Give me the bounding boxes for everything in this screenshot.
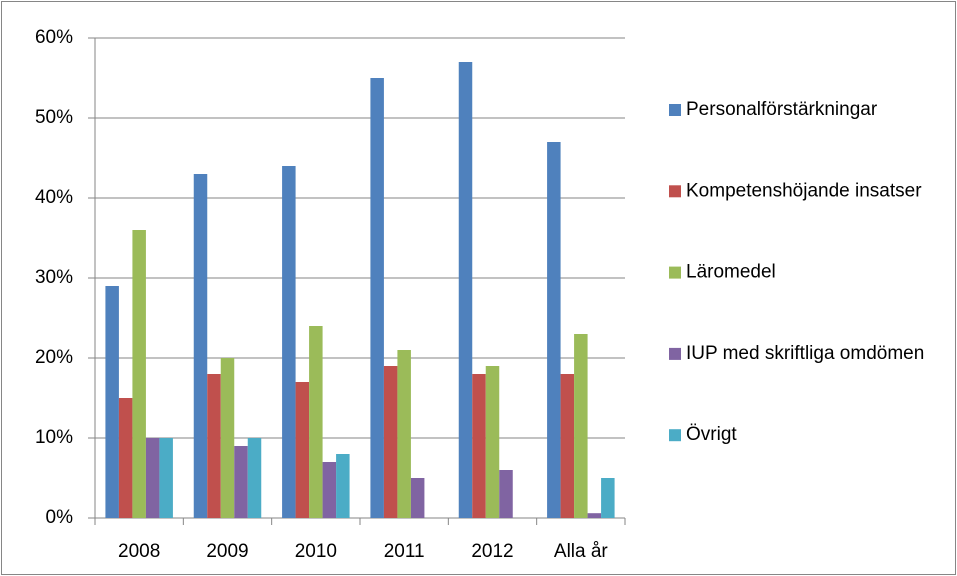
legend-label: Läromedel xyxy=(686,262,776,283)
y-tick-label: 0% xyxy=(46,507,74,528)
bar xyxy=(370,78,384,518)
y-tick-label: 50% xyxy=(35,107,73,128)
legend-label: Kompetenshöjande insatser xyxy=(686,180,922,201)
y-tick-label: 30% xyxy=(35,267,73,288)
bar xyxy=(601,478,615,518)
y-tick-label: 20% xyxy=(35,347,73,368)
legend-label: Övrigt xyxy=(686,424,737,445)
bar xyxy=(547,142,561,518)
bar xyxy=(132,230,146,518)
bar xyxy=(485,366,500,518)
bar xyxy=(560,374,575,518)
legend-label: IUP med skriftliga omdömen xyxy=(686,343,924,364)
x-tick-label: 2009 xyxy=(206,541,248,562)
bar xyxy=(499,470,513,518)
bar xyxy=(234,446,248,518)
legend-swatch xyxy=(669,347,681,360)
x-tick-label: 2008 xyxy=(118,541,160,562)
bar xyxy=(159,438,173,518)
bar xyxy=(383,366,398,518)
bar xyxy=(105,286,119,518)
bar xyxy=(472,374,486,518)
bar xyxy=(309,326,323,518)
legend-swatch xyxy=(669,429,681,442)
bar xyxy=(410,478,425,518)
bar xyxy=(220,358,235,518)
bar xyxy=(397,350,411,518)
legend-swatch xyxy=(669,266,681,279)
bar xyxy=(247,438,262,518)
x-tick-label: 2012 xyxy=(471,541,513,562)
legend-swatch xyxy=(669,185,681,198)
x-tick-label: 2011 xyxy=(384,541,425,562)
bar xyxy=(295,382,310,518)
bar xyxy=(145,438,160,518)
bar xyxy=(282,166,296,518)
bar xyxy=(587,513,602,518)
bar xyxy=(118,398,133,518)
legend-swatch xyxy=(669,104,681,116)
bar xyxy=(336,454,350,518)
y-tick-label: 60% xyxy=(35,27,73,48)
legend-label: Personalförstärkningar xyxy=(686,99,878,120)
bar xyxy=(207,374,221,518)
bar xyxy=(574,334,588,518)
bar xyxy=(322,462,337,518)
bar xyxy=(458,62,473,518)
y-tick-label: 10% xyxy=(35,427,73,448)
y-tick-label: 40% xyxy=(35,187,73,208)
x-tick-label: 2010 xyxy=(295,541,337,562)
bar xyxy=(193,174,208,518)
x-tick-label: Alla år xyxy=(554,541,609,562)
